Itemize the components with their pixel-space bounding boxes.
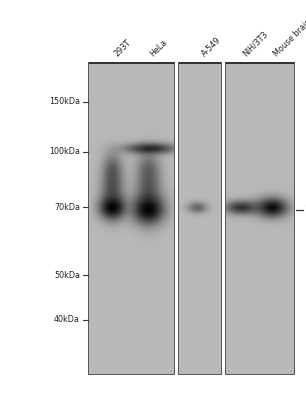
- Text: TAK1: TAK1: [305, 205, 306, 215]
- Text: NIH/3T3: NIH/3T3: [241, 29, 270, 58]
- Text: A-549: A-549: [200, 35, 223, 58]
- Text: 150kDa: 150kDa: [49, 98, 80, 106]
- Text: 100kDa: 100kDa: [49, 148, 80, 156]
- Text: 50kDa: 50kDa: [54, 270, 80, 280]
- Text: 293T: 293T: [112, 38, 132, 58]
- Text: 40kDa: 40kDa: [54, 316, 80, 324]
- Text: HeLa: HeLa: [148, 37, 169, 58]
- Text: Mouse brain: Mouse brain: [272, 17, 306, 58]
- Text: 70kDa: 70kDa: [54, 202, 80, 212]
